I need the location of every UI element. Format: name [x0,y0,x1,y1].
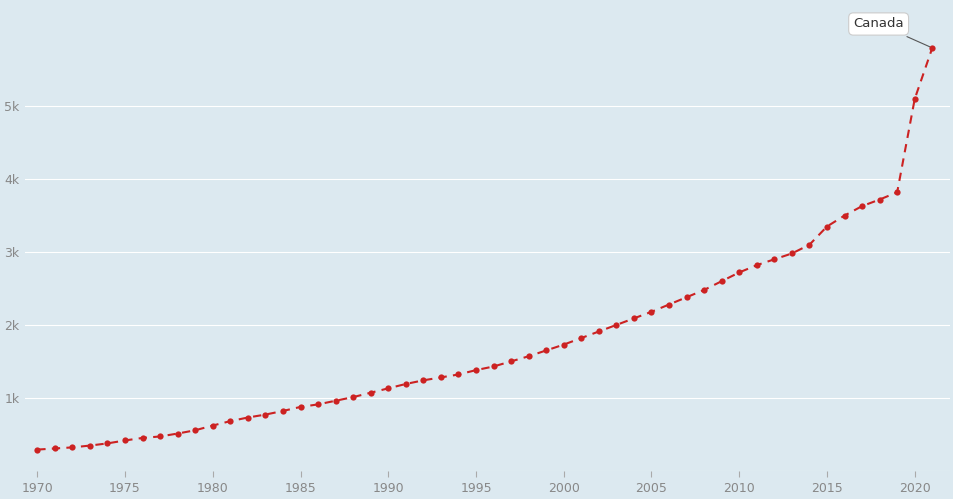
Text: Canada: Canada [852,17,929,47]
